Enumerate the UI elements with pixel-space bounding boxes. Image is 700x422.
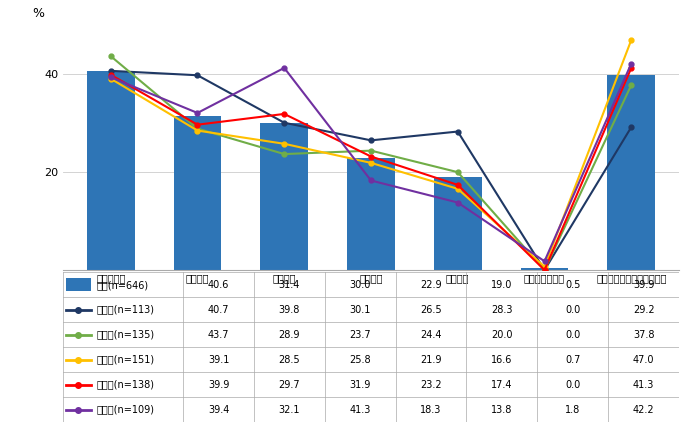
Text: 0.0: 0.0 (565, 330, 580, 340)
Text: 39.8: 39.8 (279, 305, 300, 315)
Text: ４０代(n=151): ４０代(n=151) (97, 354, 155, 365)
Text: 26.5: 26.5 (420, 305, 442, 315)
Text: 43.7: 43.7 (208, 330, 230, 340)
Y-axis label: %: % (32, 8, 44, 20)
Text: 39.9: 39.9 (208, 379, 229, 390)
Bar (174, 116, 221, 270)
Text: 16.6: 16.6 (491, 354, 512, 365)
Bar (521, 268, 568, 270)
Bar (347, 158, 395, 270)
Text: 0.0: 0.0 (565, 305, 580, 315)
Text: 24.4: 24.4 (420, 330, 442, 340)
Text: 17.4: 17.4 (491, 379, 512, 390)
Text: 18.3: 18.3 (421, 405, 442, 414)
Text: 28.5: 28.5 (279, 354, 300, 365)
Bar (87, 71, 134, 270)
Text: 41.3: 41.3 (633, 379, 655, 390)
Text: 39.9: 39.9 (633, 280, 655, 289)
Text: 20.0: 20.0 (491, 330, 512, 340)
Text: 47.0: 47.0 (633, 354, 655, 365)
Text: 32.1: 32.1 (279, 405, 300, 414)
Text: 40.7: 40.7 (208, 305, 230, 315)
Text: 40.6: 40.6 (208, 280, 229, 289)
Text: ５０代(n=138): ５０代(n=138) (97, 379, 155, 390)
Text: ６０代(n=109): ６０代(n=109) (97, 405, 155, 414)
Bar (66, 279, 91, 291)
Text: 23.7: 23.7 (349, 330, 371, 340)
Text: 42.2: 42.2 (633, 405, 655, 414)
Text: 31.9: 31.9 (349, 379, 371, 390)
Text: 0.5: 0.5 (565, 280, 580, 289)
Text: 29.7: 29.7 (279, 379, 300, 390)
Text: 28.9: 28.9 (279, 330, 300, 340)
Text: 30.1: 30.1 (349, 305, 371, 315)
Text: 29.2: 29.2 (633, 305, 655, 315)
Text: 13.8: 13.8 (491, 405, 512, 414)
Text: 19.0: 19.0 (491, 280, 512, 289)
Text: 31.4: 31.4 (279, 280, 300, 289)
Text: 30.0: 30.0 (349, 280, 371, 289)
Text: 22.9: 22.9 (420, 280, 442, 289)
Bar (608, 75, 655, 270)
Text: 全体(n=646): 全体(n=646) (97, 280, 149, 289)
Text: 39.1: 39.1 (208, 354, 229, 365)
Text: 25.8: 25.8 (349, 354, 371, 365)
Text: ３０代(n=135): ３０代(n=135) (97, 330, 155, 340)
Text: 0.7: 0.7 (565, 354, 580, 365)
Text: 28.3: 28.3 (491, 305, 512, 315)
Text: 23.2: 23.2 (420, 379, 442, 390)
Bar (260, 123, 308, 270)
Text: ２０代(n=113): ２０代(n=113) (97, 305, 155, 315)
Text: 1.8: 1.8 (565, 405, 580, 414)
Bar (434, 177, 482, 270)
Text: 41.3: 41.3 (349, 405, 371, 414)
Text: 39.4: 39.4 (208, 405, 229, 414)
Text: 21.9: 21.9 (420, 354, 442, 365)
Text: 37.8: 37.8 (633, 330, 655, 340)
Text: 0.0: 0.0 (565, 379, 580, 390)
